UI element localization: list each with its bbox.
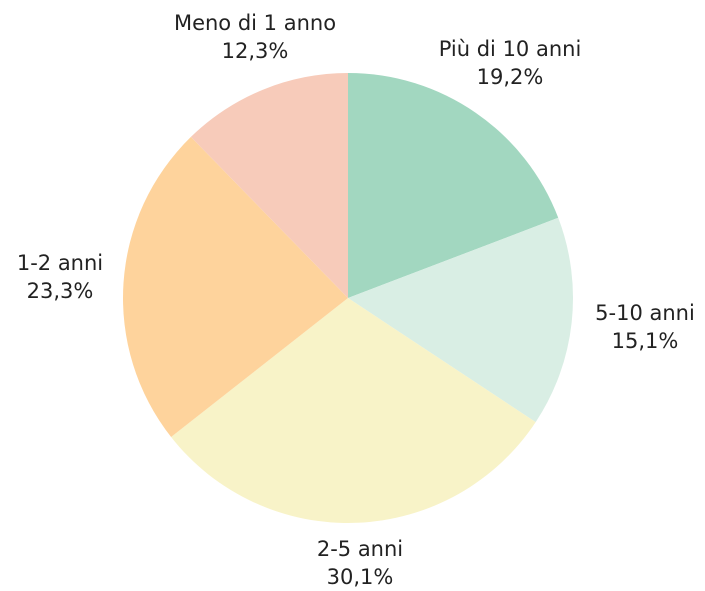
- slice-value-label: 12,3%: [222, 39, 289, 63]
- slice-label: Più di 10 anni: [439, 37, 582, 61]
- slice-value-label: 19,2%: [477, 65, 544, 89]
- slice-label: Meno di 1 anno: [174, 11, 336, 35]
- slice-value-label: 23,3%: [27, 279, 94, 303]
- slice-value-label: 15,1%: [612, 329, 679, 353]
- pie-slice: [122, 136, 348, 438]
- pie-slice: [171, 298, 536, 523]
- slice-label: 5-10 anni: [595, 301, 695, 325]
- slice-label: 1-2 anni: [17, 251, 103, 275]
- pie-slice: [190, 73, 348, 298]
- pie-slice: [348, 217, 573, 423]
- slice-label: 2-5 anni: [317, 537, 403, 561]
- slice-value-label: 30,1%: [327, 565, 394, 589]
- pie-slice: [348, 73, 559, 298]
